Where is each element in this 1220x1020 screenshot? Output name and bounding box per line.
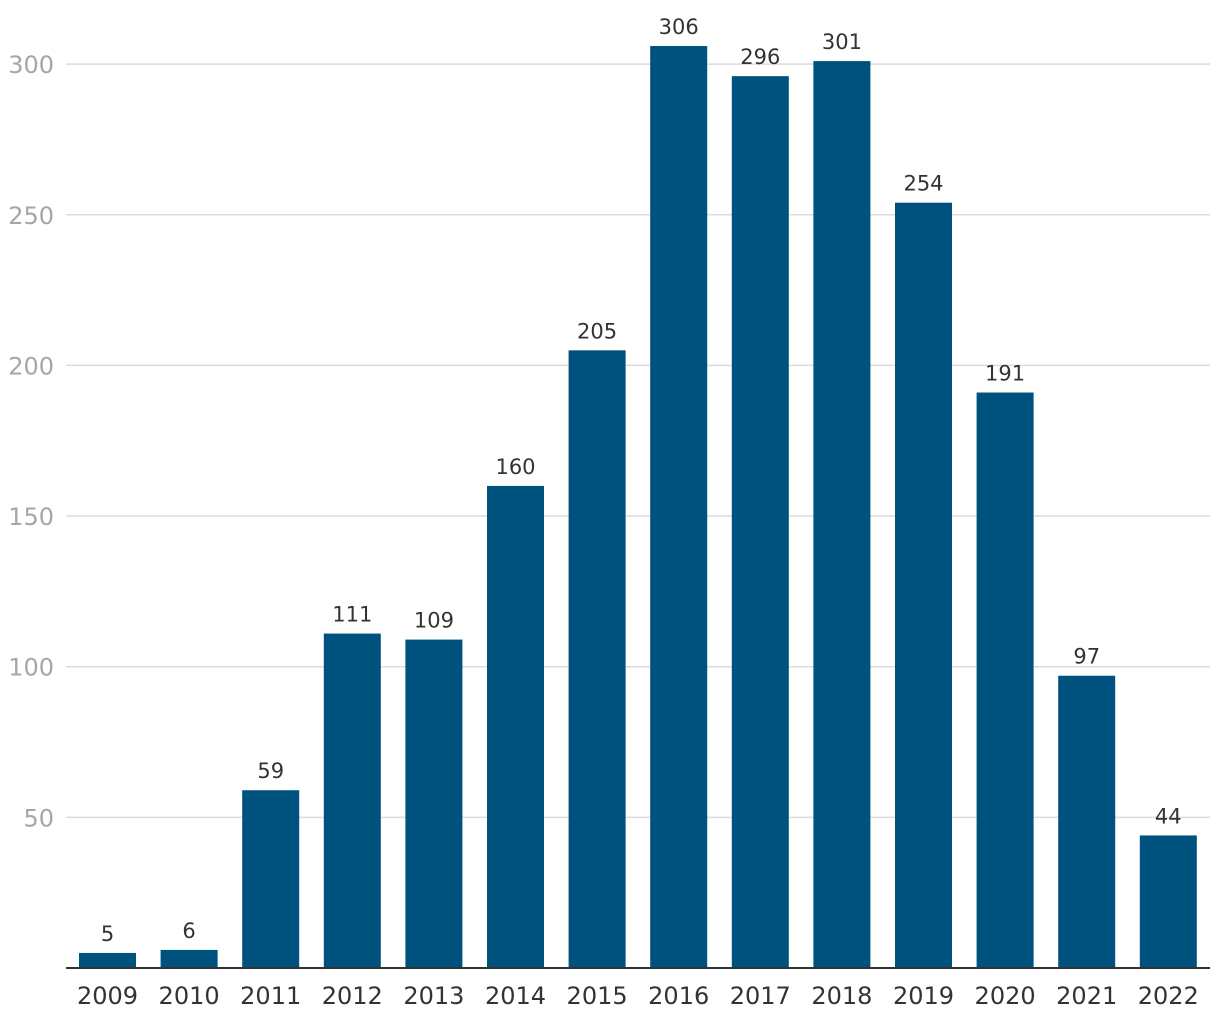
x-tick-label-2020: 2020 (975, 982, 1036, 1010)
data-label-2015: 205 (577, 319, 617, 343)
data-label-2014: 160 (495, 455, 535, 479)
data-label-2020: 191 (985, 362, 1025, 386)
x-tick-label-2014: 2014 (485, 982, 546, 1010)
x-tick-label-2013: 2013 (403, 982, 464, 1010)
x-tick-label-2010: 2010 (159, 982, 220, 1010)
bar-2015 (568, 350, 626, 969)
y-tick-label: 300 (8, 51, 54, 79)
data-label-2017: 296 (740, 45, 780, 69)
x-tick-label-2021: 2021 (1056, 982, 1117, 1010)
data-label-2009: 5 (101, 922, 114, 946)
data-label-2010: 6 (182, 919, 195, 943)
bar-2017 (731, 76, 789, 969)
y-tick-label: 50 (23, 804, 54, 832)
y-tick-label: 100 (8, 654, 54, 682)
data-label-2016: 306 (659, 15, 699, 39)
data-label-2019: 254 (903, 172, 943, 196)
x-tick-label-2012: 2012 (322, 982, 383, 1010)
data-label-2012: 111 (332, 603, 372, 627)
y-tick-label: 200 (8, 352, 54, 380)
bar-2020 (976, 392, 1034, 969)
gridlines (66, 63, 1210, 819)
bars (79, 46, 1197, 969)
data-labels: 5 6 59 111 109 160 205 306 296 301 254 191 97 44 (101, 15, 1182, 946)
x-tick-label-2019: 2019 (893, 982, 954, 1010)
bar-2011 (242, 790, 300, 968)
bar-2021 (1058, 675, 1116, 968)
x-tick-label-2022: 2022 (1138, 982, 1199, 1010)
bar-2014 (487, 485, 544, 968)
x-tick-label-2015: 2015 (567, 982, 628, 1010)
bar-2010 (160, 949, 218, 968)
x-tick-label-2009: 2009 (77, 982, 138, 1010)
data-label-2021: 97 (1073, 645, 1100, 669)
data-label-2022: 44 (1155, 804, 1182, 828)
y-tick-label: 150 (8, 503, 54, 531)
bar-2012 (323, 633, 381, 968)
x-tick-label-2018: 2018 (811, 982, 872, 1010)
data-label-2018: 301 (822, 30, 862, 54)
data-label-2011: 59 (257, 759, 284, 783)
bar-2018 (813, 61, 871, 969)
bar-2022 (1139, 835, 1197, 968)
bar-2016 (650, 46, 708, 969)
data-label-2013: 109 (414, 609, 454, 633)
y-axis-ticks: 50 100 150 200 250 300 (8, 51, 54, 832)
bar-2019 (895, 202, 952, 968)
x-tick-label-2011: 2011 (240, 982, 301, 1010)
bar-2009 (79, 952, 136, 968)
x-tick-label-2016: 2016 (648, 982, 709, 1010)
x-tick-label-2017: 2017 (730, 982, 791, 1010)
y-tick-label: 250 (8, 202, 54, 230)
bar-2013 (405, 639, 463, 968)
x-axis-ticks: 2009 2010 2011 2012 2013 2014 2015 2016 2017 2018… (77, 982, 1199, 1010)
